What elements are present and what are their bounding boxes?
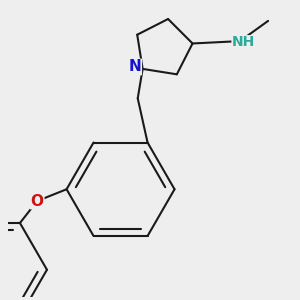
- Text: N: N: [128, 59, 141, 74]
- Text: O: O: [31, 194, 44, 208]
- Text: NH: NH: [232, 35, 255, 50]
